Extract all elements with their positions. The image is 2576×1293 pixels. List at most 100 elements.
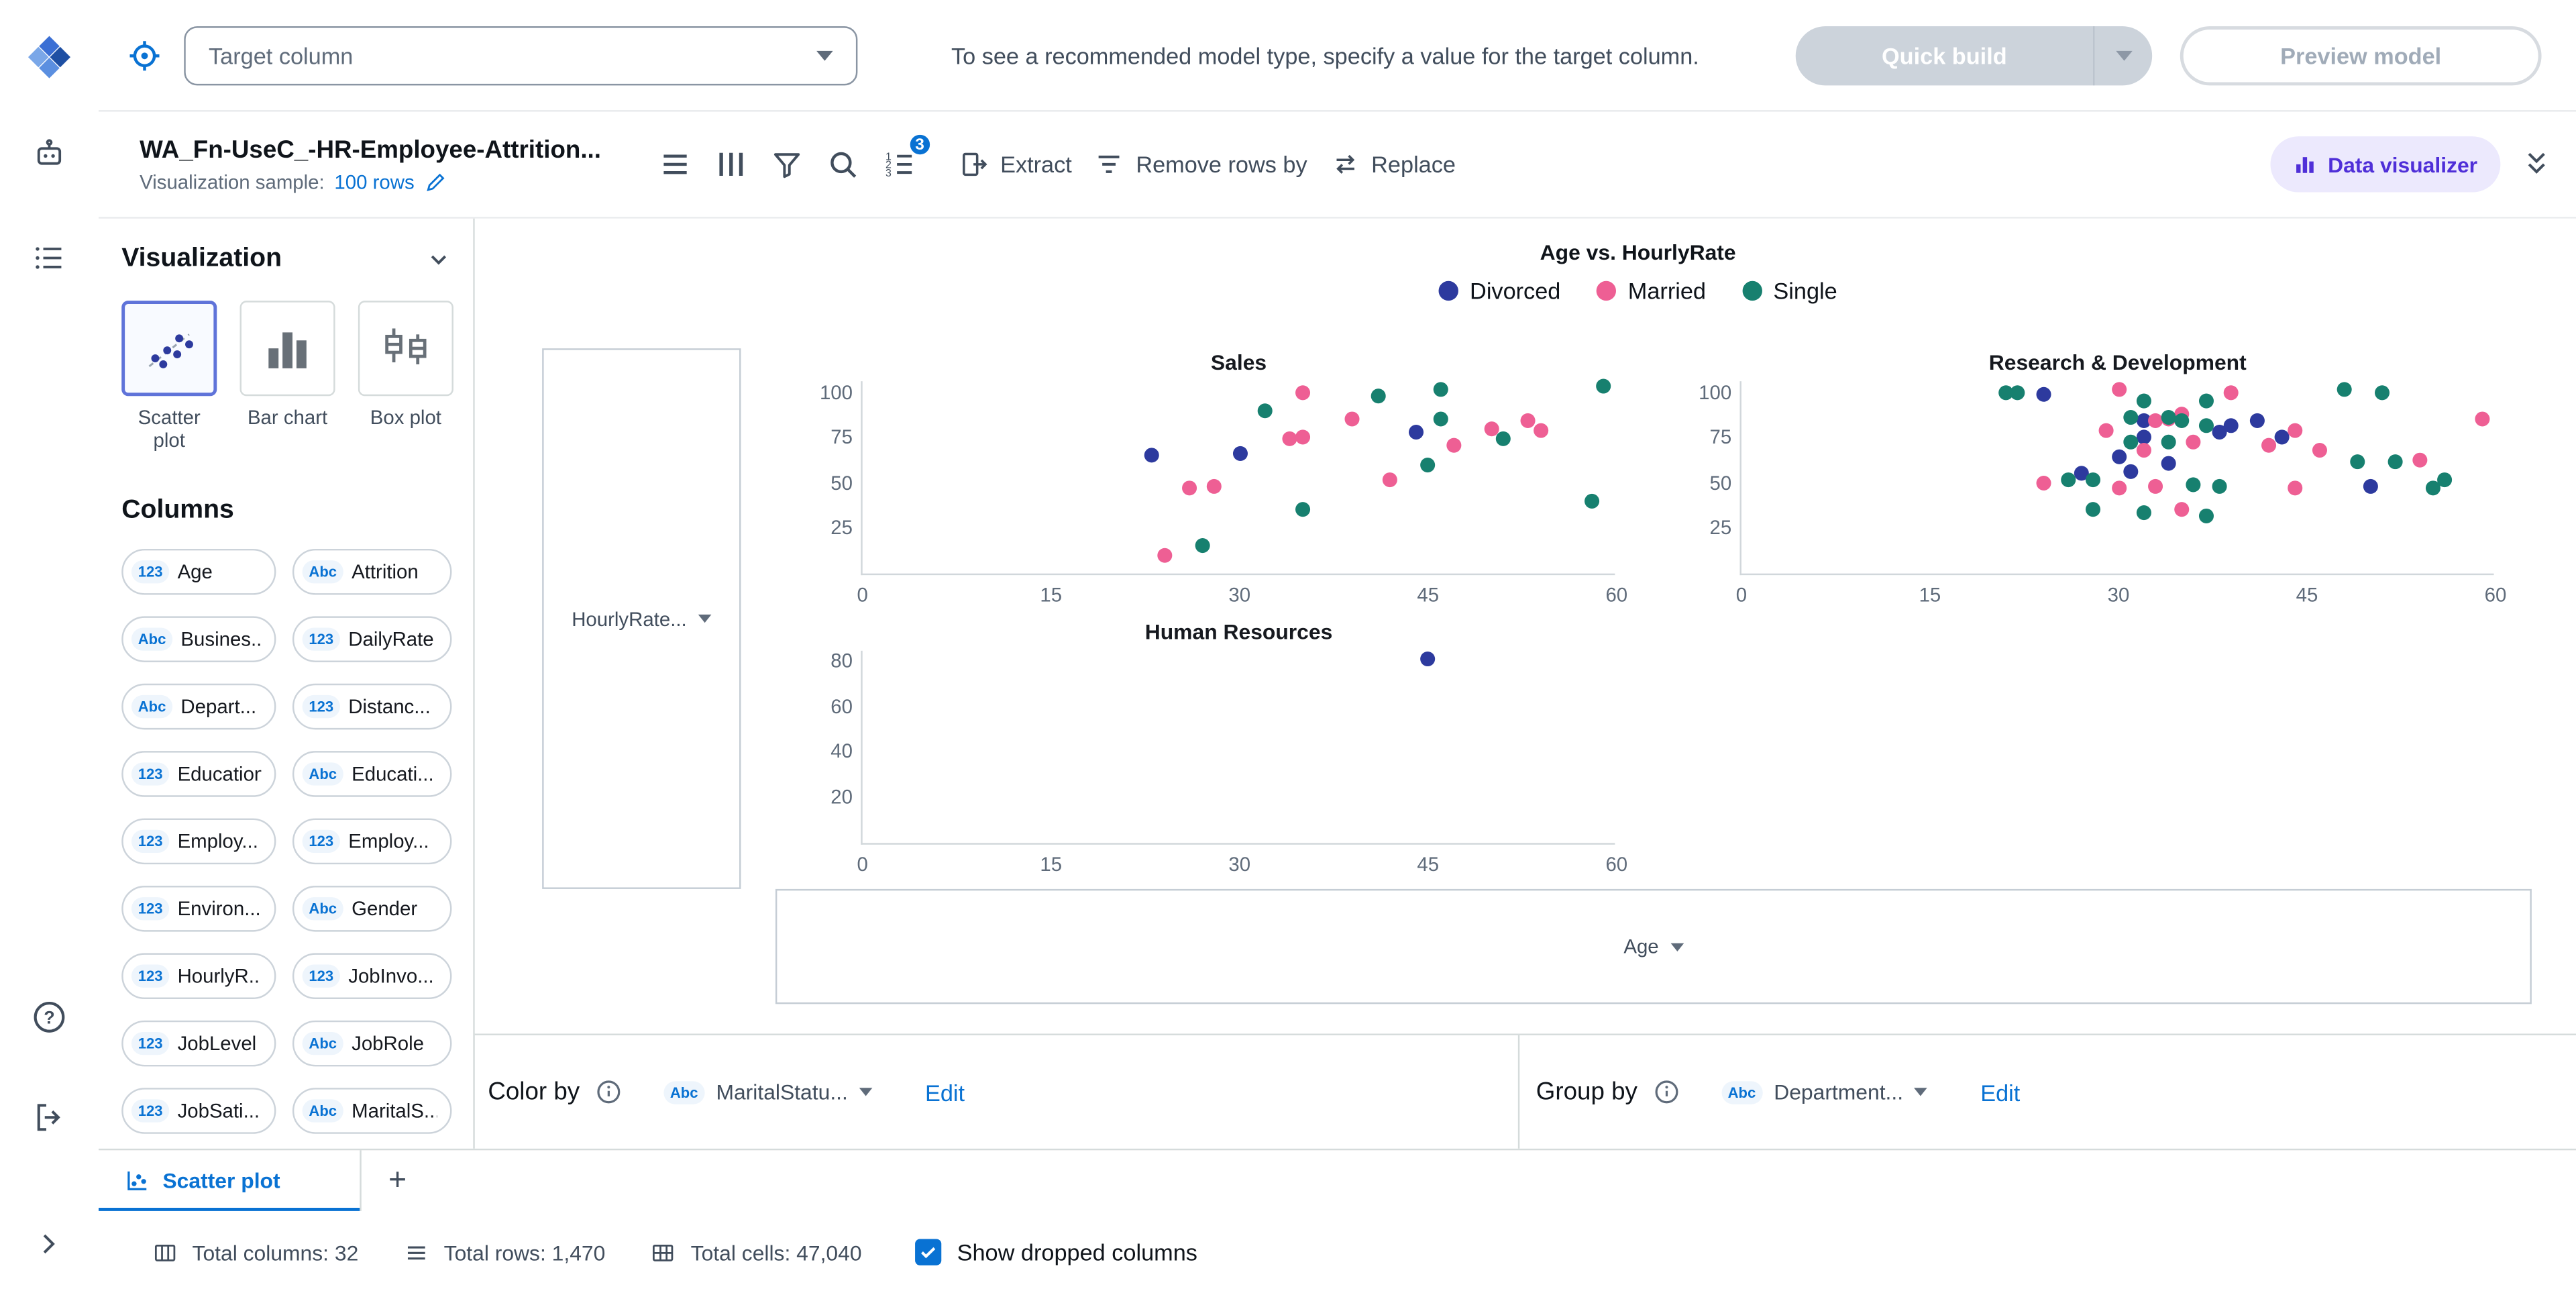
expand-rail-button[interactable] bbox=[34, 1229, 64, 1267]
column-pill-label: JobSati... bbox=[177, 1098, 260, 1123]
chart-type-scatter[interactable]: Scatter plot bbox=[121, 301, 217, 453]
scatter-point bbox=[2199, 417, 2214, 433]
column-type-badge: Abc bbox=[302, 762, 343, 786]
remove-rows-button[interactable]: Remove rows by bbox=[1095, 150, 1307, 179]
column-pill[interactable]: 123 Employ... bbox=[121, 818, 276, 864]
scatter-point bbox=[2337, 381, 2353, 397]
extract-button[interactable]: Extract bbox=[959, 150, 1072, 179]
column-pill[interactable]: 123 Age bbox=[121, 548, 276, 594]
replace-button[interactable]: Replace bbox=[1330, 150, 1456, 179]
chevron-down-icon bbox=[1915, 1088, 1928, 1096]
scatter-point bbox=[2149, 479, 2164, 495]
column-type-badge: 123 bbox=[131, 964, 170, 988]
svg-text:?: ? bbox=[44, 1008, 54, 1028]
column-view-button[interactable] bbox=[713, 146, 749, 183]
filter-button[interactable] bbox=[769, 146, 805, 183]
column-pill[interactable]: 123 HourlyR... bbox=[121, 952, 276, 999]
app-logo[interactable] bbox=[25, 33, 74, 91]
x-tick-label: 15 bbox=[1040, 583, 1063, 607]
group-by-info[interactable] bbox=[1654, 1080, 1678, 1104]
column-pill[interactable]: Abc MaritalS... bbox=[292, 1087, 452, 1134]
scatter-point bbox=[2174, 503, 2189, 518]
column-pill[interactable]: 123 DailyRate bbox=[292, 615, 452, 662]
tab-scatter-plot[interactable]: Scatter plot bbox=[99, 1150, 362, 1211]
scatter-point bbox=[2086, 472, 2101, 487]
scatter-point bbox=[2412, 452, 2428, 467]
x-axis-field-label: Age bbox=[1623, 935, 1659, 958]
data-visualizer-button[interactable]: Data visualizer bbox=[2270, 136, 2501, 193]
column-pill-label: Employ... bbox=[177, 829, 258, 853]
target-column-select[interactable]: Target column bbox=[184, 25, 858, 85]
x-tick-label: 30 bbox=[1228, 583, 1251, 607]
color-by-edit-link[interactable]: Edit bbox=[924, 1078, 965, 1105]
column-pill[interactable]: Abc Attrition bbox=[292, 548, 452, 594]
column-type-badge: Abc bbox=[131, 627, 173, 651]
column-pill[interactable]: 123 Education bbox=[121, 750, 276, 797]
sign-out-button[interactable] bbox=[32, 1099, 68, 1143]
sample-rows-link[interactable]: 100 rows bbox=[334, 170, 415, 193]
nav-automl[interactable] bbox=[32, 136, 68, 180]
x-tick-label: 60 bbox=[2484, 583, 2507, 607]
column-pill[interactable]: Abc Depart... bbox=[121, 683, 276, 729]
scatter-point bbox=[2199, 508, 2214, 523]
collapse-panel-button[interactable] bbox=[2520, 148, 2553, 180]
scatter-plot-tab-icon bbox=[127, 1171, 147, 1190]
sample-label: Visualization sample: bbox=[140, 170, 325, 193]
y-tick-label: 25 bbox=[1709, 517, 1732, 540]
group-by-edit-link[interactable]: Edit bbox=[1980, 1078, 2021, 1105]
column-pill[interactable]: 123 JobInvo... bbox=[292, 952, 452, 999]
help-button[interactable]: ? bbox=[32, 999, 68, 1043]
quick-build-menu-button[interactable] bbox=[2093, 25, 2152, 85]
numbered-list-icon: 123 bbox=[885, 151, 912, 179]
chart-legend: Divorced Married Single bbox=[1438, 278, 1837, 304]
column-pill[interactable]: Abc Gender bbox=[292, 885, 452, 932]
search-button[interactable] bbox=[824, 146, 861, 183]
search-icon bbox=[830, 152, 856, 178]
total-cells-text: Total cells: 47,040 bbox=[690, 1239, 862, 1265]
swap-arrows-icon bbox=[1336, 154, 1354, 174]
column-pill[interactable]: Abc JobRole bbox=[292, 1020, 452, 1066]
column-pill[interactable]: Abc Educati... bbox=[292, 750, 452, 797]
scatter-point bbox=[2287, 423, 2302, 438]
field-type-badge: Abc bbox=[1721, 1080, 1763, 1104]
color-by-field-dropdown[interactable]: Abc MaritalStatu... bbox=[663, 1080, 873, 1104]
quick-build-button[interactable]: Quick build bbox=[1882, 42, 2007, 68]
x-axis-field-dropdown[interactable]: Age bbox=[1623, 935, 1684, 958]
preview-model-button[interactable]: Preview model bbox=[2180, 25, 2542, 85]
add-sheet-button[interactable]: + bbox=[388, 1162, 407, 1198]
column-pill[interactable]: Abc Busines... bbox=[121, 615, 276, 662]
chart-area: Age vs. HourlyRate Divorced Married Single… bbox=[474, 218, 2576, 1149]
chart-type-bar[interactable]: Bar chart bbox=[239, 301, 335, 453]
column-pill[interactable]: 123 JobLevel bbox=[121, 1020, 276, 1066]
chevron-down-icon bbox=[1670, 942, 1684, 951]
column-pill[interactable]: 123 Employ... bbox=[292, 818, 452, 864]
scatter-point bbox=[1496, 431, 1511, 447]
x-tick-label: 0 bbox=[857, 583, 868, 607]
scatter-point bbox=[2475, 412, 2491, 427]
group-by-field-dropdown[interactable]: Abc Department... bbox=[1721, 1080, 1928, 1104]
column-pill[interactable]: 123 JobSati... bbox=[121, 1087, 276, 1134]
extract-icon bbox=[962, 152, 987, 176]
chart-type-box[interactable]: Box plot bbox=[358, 301, 453, 453]
column-type-badge: 123 bbox=[131, 1031, 170, 1055]
target-column-placeholder: Target column bbox=[209, 42, 354, 68]
color-by-info[interactable] bbox=[596, 1080, 621, 1104]
pencil-icon[interactable] bbox=[424, 170, 447, 193]
scatter-point bbox=[2060, 472, 2076, 487]
nav-models-list[interactable] bbox=[32, 240, 68, 285]
scatter-point bbox=[2261, 437, 2277, 452]
show-dropped-checkbox[interactable] bbox=[914, 1239, 941, 1265]
y-axis-field-dropdown[interactable]: HourlyRate... bbox=[572, 607, 712, 630]
visualization-section-header[interactable]: Visualization bbox=[121, 245, 451, 274]
scatter-point bbox=[2425, 480, 2440, 496]
row-view-button[interactable] bbox=[657, 146, 693, 183]
target-icon bbox=[129, 40, 160, 70]
visualization-title: Visualization bbox=[121, 244, 282, 273]
column-pill[interactable]: 123 Distanc... bbox=[292, 683, 452, 729]
column-pill[interactable]: 123 Environ... bbox=[121, 885, 276, 932]
scatter-point bbox=[1383, 472, 1398, 487]
scatter-point bbox=[1584, 493, 1599, 509]
column-pill-label: Gender bbox=[352, 896, 418, 920]
